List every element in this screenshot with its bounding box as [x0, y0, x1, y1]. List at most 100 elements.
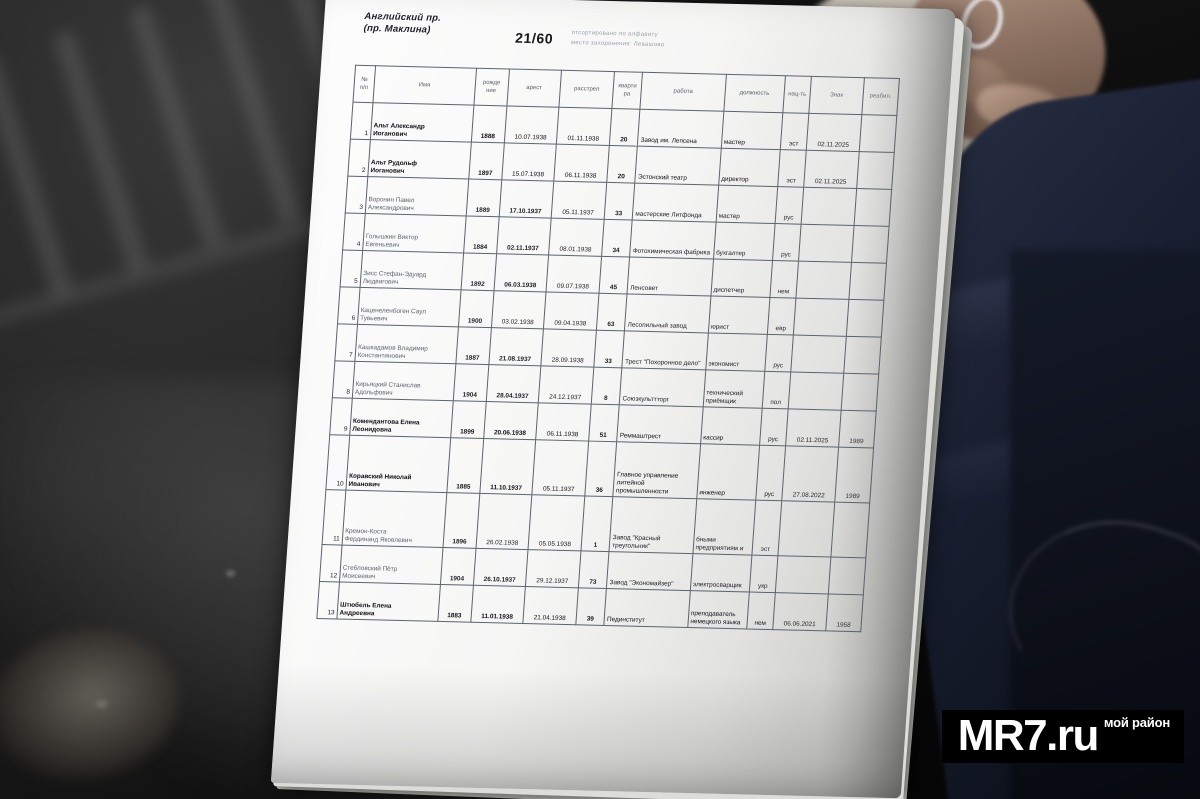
row-number: 12 [319, 544, 342, 582]
job-title: бухгалтер [713, 222, 775, 261]
victim-name-line2: Леонидовна [352, 425, 392, 434]
victim-name: Альт Александр Иоганович [370, 102, 474, 143]
victim-name-line2: Иванович [348, 480, 381, 489]
rehabilitation-year: 1989 [834, 447, 874, 503]
arrest-date: 11.01.1938 [470, 585, 526, 624]
col-header-arrest: арест [506, 68, 562, 108]
col-header-no: № п/п [352, 65, 376, 103]
page-number: 21/60 [514, 29, 554, 47]
victim-name-line2: Фердинанд Яковлевич [344, 535, 413, 545]
rehabilitation-year [828, 556, 866, 595]
birth-year: 1885 [446, 437, 484, 494]
victim-name: Стебловский Пётр Моисеевич [339, 545, 443, 585]
arrest-date: 26.10.1937 [472, 548, 529, 587]
execution-date: 05.11.1937 [531, 439, 589, 496]
rehabilitation-year: 1989 [838, 410, 877, 449]
workplace: мастерские Литфонда [632, 183, 719, 223]
victim-name-line2: Андреевна [339, 609, 375, 618]
street-title: Английский пр. (пр. Маклина) [363, 11, 441, 37]
arrest-date: 17.10.1937 [498, 179, 554, 219]
birth-year: 1896 [442, 492, 480, 549]
nationality: эст [751, 500, 782, 556]
nationality: рус [772, 223, 802, 262]
workplace: Эстонский театр [635, 146, 721, 186]
header-note: отсортировано по алфавиту место захороне… [571, 28, 862, 55]
flat-number: 1 [580, 495, 614, 552]
execution-date: 01.11.1938 [556, 107, 612, 146]
birth-year: 1888 [470, 105, 507, 143]
birth-year: 1883 [437, 584, 473, 623]
arrest-date: 21.08.1937 [488, 327, 544, 366]
victim-name: Альт Рудольф Иоганович [367, 139, 471, 180]
arrest-date: 10.07.1938 [503, 105, 560, 145]
sign-install-date: 06.06.2021 [772, 592, 829, 631]
row-number: 4 [342, 213, 365, 251]
victim-name: Коравский Николай Иванович [345, 435, 451, 493]
birth-year: 1887 [455, 326, 491, 365]
sign-install-date [793, 298, 849, 337]
workplace: Завод "Экономайзер" [606, 551, 693, 591]
execution-date: 05.05.1938 [528, 494, 585, 551]
victim-name-line2: Иоганович [372, 130, 408, 139]
table-body: 1 Альт Александр Иоганович 1888 10.07.1938 01… [316, 102, 897, 632]
col-header-flat: кварти ра [611, 71, 643, 110]
nationality: пол [762, 371, 791, 409]
victim-name-line2: Александрович [367, 204, 414, 213]
nationality: рус [764, 334, 794, 372]
job-title: экономист [705, 332, 768, 372]
nationality: рус [774, 186, 804, 225]
workplace: Фотохимическая фабрика [629, 220, 716, 260]
col-header-sign: Знак [809, 76, 865, 115]
workplace: Ленсовет [627, 257, 714, 296]
victim-name: Зисс Стефан-Эдуард Людвигович [359, 250, 464, 290]
nationality: эст [777, 149, 807, 188]
workplace: Пединститут [604, 588, 691, 628]
held-document: Английский пр. (пр. Маклина) 21/60 отсор… [270, 0, 973, 799]
job-title: диспетчер [710, 259, 773, 298]
workplace: Лесопильный завод [624, 293, 711, 333]
birth-year: 1899 [450, 400, 486, 439]
flat-number: 39 [575, 587, 607, 626]
col-header-shot: расстрел [559, 70, 615, 109]
col-header-nationality: нац-ть [782, 75, 812, 114]
job-title: мастер [715, 185, 778, 224]
rehabilitation-year [830, 502, 870, 558]
flat-number: 63 [596, 293, 628, 331]
arrest-date: 02.11.1937 [496, 216, 552, 256]
navy-jacket-shadow [1010, 250, 1200, 799]
nationality: рус [759, 408, 789, 446]
birth-year: 1897 [468, 142, 504, 180]
flat-number: 20 [609, 108, 641, 147]
victim-name: Кашкадамов Владимир Константинович [354, 324, 459, 364]
job-title: директор [718, 148, 781, 187]
col-header-role: должность [723, 74, 786, 113]
rehabilitation-year [840, 373, 879, 412]
rehabilitation-year [846, 299, 884, 338]
arrest-date: 06.03.1938 [493, 253, 549, 292]
document-page: Английский пр. (пр. Маклина) 21/60 отсор… [270, 0, 956, 799]
execution-date: 24.12.1937 [538, 365, 594, 405]
watermark-sub: мой район [1103, 715, 1170, 730]
birth-year: 1889 [465, 179, 502, 217]
nationality: эст [780, 112, 810, 151]
workplace: Союзкульттторг [619, 367, 706, 407]
col-header-rehab: реабил. [861, 77, 900, 116]
rehabilitation-year: 1958 [825, 593, 864, 632]
nationality: рус [755, 445, 786, 501]
flat-number: 20 [606, 145, 638, 184]
rehabilitation-year [859, 114, 897, 153]
nationality: нем [746, 592, 776, 630]
sign-install-date [796, 261, 852, 300]
flat-number: 33 [593, 330, 625, 368]
sign-install-date: 02.11.2025 [803, 150, 860, 189]
victims-table: № п/п Имя рожде ние арест расстрел [316, 65, 900, 633]
row-number: 6 [337, 286, 360, 325]
arrest-date: 28.04.1937 [485, 364, 541, 403]
flat-number: 45 [598, 256, 630, 294]
ground-speck [96, 700, 108, 708]
row-number: 5 [340, 249, 363, 288]
job-title: преподаватель немецкого языка [687, 590, 750, 629]
sign-install-date: 27.08.2022 [781, 445, 839, 503]
nationality: евр [767, 297, 797, 336]
sign-install-date [775, 555, 831, 594]
